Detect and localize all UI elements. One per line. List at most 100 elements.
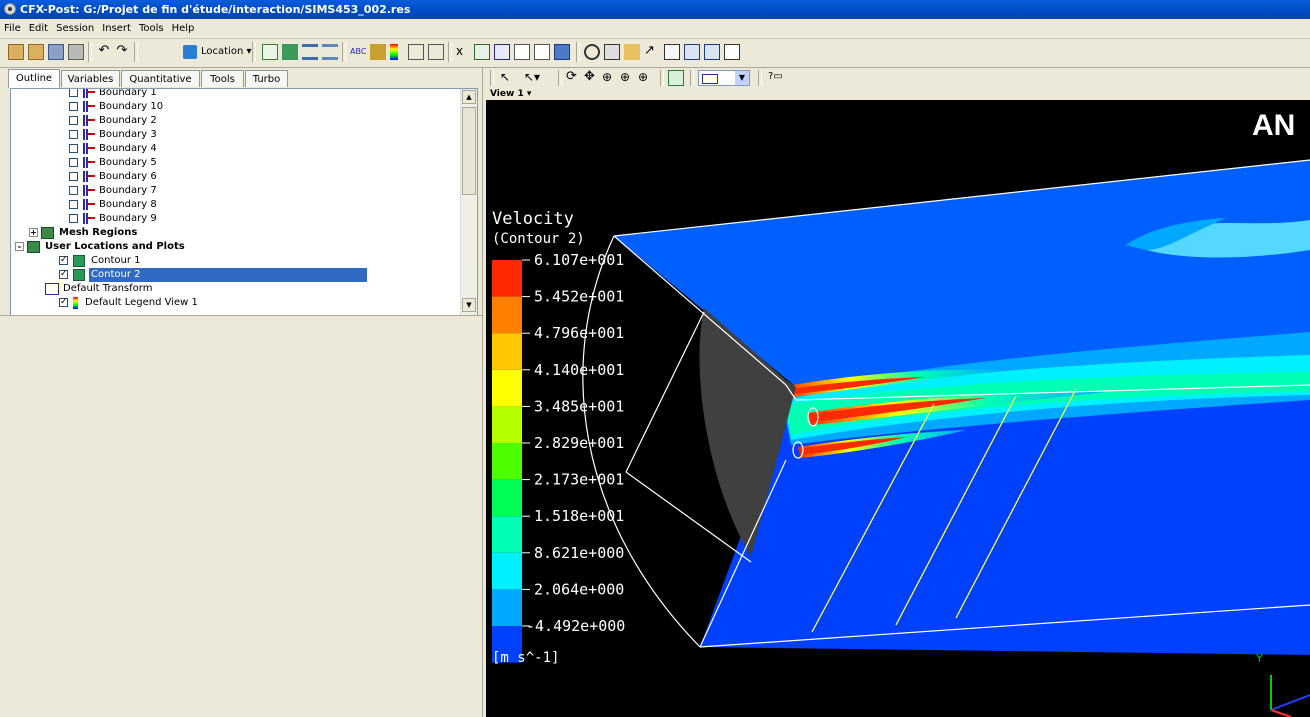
redo-icon[interactable]: ↷ bbox=[116, 43, 128, 58]
tree-row-user-locations[interactable]: – User Locations and Plots bbox=[11, 240, 451, 254]
undo-icon[interactable]: ↶ bbox=[98, 43, 110, 58]
quick-editor-icon[interactable] bbox=[624, 44, 640, 60]
comment-icon[interactable] bbox=[534, 44, 550, 60]
tree-row-boundary[interactable]: Boundary 8 bbox=[11, 198, 451, 212]
fit-view-icon[interactable] bbox=[668, 70, 684, 86]
tree-row-boundary[interactable]: Boundary 4 bbox=[11, 142, 451, 156]
viewport-layout-select[interactable]: ▼ bbox=[698, 70, 750, 86]
ansys-logo: AN bbox=[1252, 109, 1295, 142]
command-editor-icon[interactable] bbox=[724, 44, 740, 60]
tab-quantitative[interactable]: Quantitative bbox=[121, 70, 200, 87]
coord-frame-icon[interactable] bbox=[370, 44, 386, 60]
chart-icon[interactable] bbox=[514, 44, 530, 60]
tab-tools[interactable]: Tools bbox=[201, 70, 244, 87]
menu-tools[interactable]: Tools bbox=[138, 23, 164, 34]
location-dropdown-button[interactable]: Location ▾ bbox=[183, 43, 252, 61]
tree-row-contour-2[interactable]: Contour 2 bbox=[11, 267, 367, 282]
function-calculator-icon[interactable] bbox=[664, 44, 680, 60]
3d-viewport[interactable]: AN bbox=[486, 100, 1310, 717]
tree-row-boundary[interactable]: Boundary 10 bbox=[11, 100, 451, 114]
visibility-checkbox[interactable] bbox=[69, 102, 78, 111]
view-selector[interactable]: View 1 ▾ bbox=[486, 88, 1310, 100]
menu-insert[interactable]: Insert bbox=[102, 23, 131, 34]
report-icon[interactable] bbox=[554, 44, 570, 60]
visibility-checkbox[interactable] bbox=[69, 144, 78, 153]
visibility-checkbox[interactable] bbox=[69, 214, 78, 223]
load-state-icon[interactable] bbox=[28, 44, 44, 60]
visibility-checkbox[interactable] bbox=[69, 200, 78, 209]
rotate-icon[interactable]: ⟳ bbox=[566, 69, 577, 84]
tree-row-boundary[interactable]: Boundary 1 bbox=[11, 89, 451, 100]
tab-variables[interactable]: Variables bbox=[61, 70, 120, 87]
tree-row-boundary[interactable]: Boundary 9 bbox=[11, 212, 451, 226]
macro-calculator-icon[interactable] bbox=[684, 44, 700, 60]
collapse-minus-icon[interactable]: – bbox=[15, 242, 24, 251]
animation-icon[interactable] bbox=[604, 44, 620, 60]
help-pointer-icon[interactable]: ?▭ bbox=[768, 71, 783, 82]
scroll-thumb[interactable] bbox=[462, 107, 476, 195]
menu-session[interactable]: Session bbox=[56, 23, 95, 34]
variable-icon[interactable]: x bbox=[456, 44, 464, 58]
select-pointer-icon[interactable]: ↖ bbox=[500, 70, 511, 84]
tab-outline[interactable]: Outline bbox=[8, 69, 60, 88]
load-results-icon[interactable] bbox=[8, 44, 24, 60]
tree-row-mesh-regions[interactable]: + Mesh Regions bbox=[11, 226, 451, 240]
toolbar-separator bbox=[448, 42, 452, 62]
panel-splitter[interactable] bbox=[0, 315, 482, 320]
menu-file[interactable]: File bbox=[4, 23, 21, 34]
expression-icon[interactable] bbox=[474, 44, 490, 60]
legend-swatch bbox=[492, 626, 522, 663]
table-icon[interactable] bbox=[494, 44, 510, 60]
vector-icon[interactable] bbox=[262, 44, 278, 60]
legend-icon[interactable] bbox=[390, 44, 398, 60]
visibility-checkbox[interactable] bbox=[59, 295, 68, 309]
save-state-icon[interactable] bbox=[48, 44, 64, 60]
clip-plane-icon[interactable] bbox=[428, 44, 444, 60]
visibility-checkbox[interactable] bbox=[59, 253, 68, 267]
pick-pointer-icon[interactable]: ↖▾ bbox=[524, 70, 541, 84]
tree-row-boundary[interactable]: Boundary 7 bbox=[11, 184, 451, 198]
menu-edit[interactable]: Edit bbox=[28, 23, 49, 34]
timestep-icon[interactable] bbox=[584, 44, 600, 60]
menu-help[interactable]: Help bbox=[171, 23, 195, 34]
tree-row-boundary[interactable]: Boundary 3 bbox=[11, 128, 451, 142]
tree-row-default-legend[interactable]: Default Legend View 1 bbox=[11, 295, 311, 310]
tree-label: Contour 1 bbox=[91, 255, 141, 266]
tree-row-boundary[interactable]: Boundary 2 bbox=[11, 114, 451, 128]
contour-icon bbox=[73, 255, 85, 267]
tree-row-boundary[interactable]: Boundary 6 bbox=[11, 170, 451, 184]
tree-scrollbar[interactable]: ▲ ▼ bbox=[460, 89, 477, 315]
tree-row-default-transform[interactable]: Default Transform bbox=[11, 282, 311, 296]
tab-turbo[interactable]: Turbo bbox=[245, 70, 288, 87]
scroll-down-icon[interactable]: ▼ bbox=[462, 298, 476, 312]
tree-row-contour-1[interactable]: Contour 1 bbox=[11, 253, 311, 268]
viewport-canvas[interactable]: AN bbox=[486, 100, 1310, 717]
streamline-icon[interactable] bbox=[302, 44, 318, 60]
visibility-checkbox[interactable] bbox=[69, 89, 78, 97]
boundary-icon bbox=[83, 143, 95, 154]
zoom-icon[interactable]: ⊕ bbox=[602, 70, 613, 84]
vertical-splitter[interactable] bbox=[482, 68, 487, 717]
expand-plus-icon[interactable]: + bbox=[29, 228, 38, 237]
zoom-fit-icon[interactable]: ⊕ bbox=[638, 70, 649, 84]
tree-row-boundary[interactable]: Boundary 5 bbox=[11, 156, 451, 170]
visibility-checkbox[interactable] bbox=[69, 186, 78, 195]
scroll-up-icon[interactable]: ▲ bbox=[462, 90, 476, 104]
boundary-icon bbox=[83, 89, 95, 98]
mesh-calculator-icon[interactable] bbox=[704, 44, 720, 60]
zoom-box-icon[interactable]: ⊕ bbox=[620, 70, 631, 84]
contour-icon[interactable] bbox=[282, 44, 298, 60]
particle-track-icon[interactable] bbox=[322, 44, 338, 60]
visibility-checkbox[interactable] bbox=[69, 158, 78, 167]
visibility-checkbox[interactable] bbox=[69, 116, 78, 125]
probe-icon[interactable]: ↗ bbox=[644, 43, 655, 58]
print-icon[interactable] bbox=[68, 44, 84, 60]
chevron-down-icon[interactable]: ▼ bbox=[735, 71, 749, 85]
pan-icon[interactable]: ✥ bbox=[584, 69, 595, 84]
visibility-checkbox[interactable] bbox=[69, 172, 78, 181]
text-icon[interactable]: ABC bbox=[350, 47, 367, 56]
instance-transform-icon[interactable] bbox=[408, 44, 424, 60]
visibility-checkbox[interactable] bbox=[59, 267, 68, 281]
visibility-checkbox[interactable] bbox=[69, 130, 78, 139]
toolbar-separator bbox=[576, 42, 580, 62]
